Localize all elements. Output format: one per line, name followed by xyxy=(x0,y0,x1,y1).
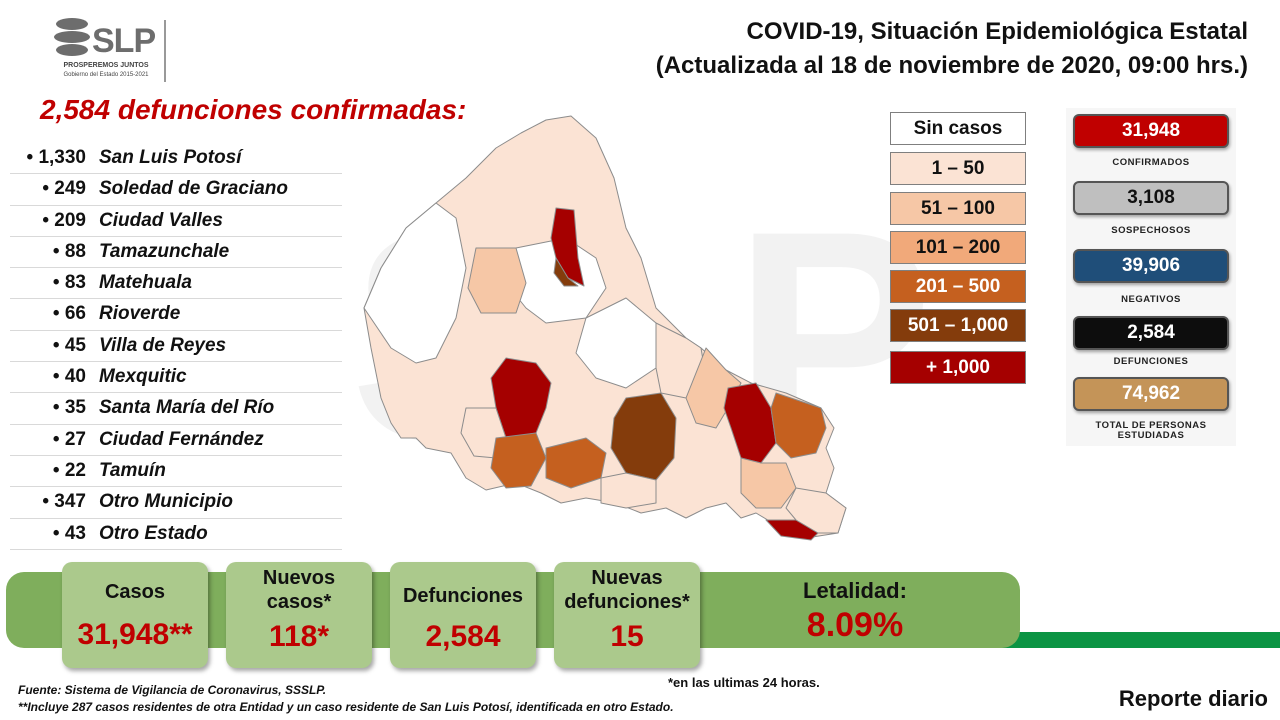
map-region-matehuala-adj xyxy=(553,257,579,287)
deaths-card-value: 2,584 xyxy=(425,620,501,653)
map-region-center xyxy=(575,297,657,389)
municipality-name: Matehuala xyxy=(99,272,192,294)
suspected-value: 3,108 xyxy=(1073,181,1229,215)
new-deaths-card: Nuevas defunciones* 15 xyxy=(554,562,700,668)
logo-divider xyxy=(164,20,166,82)
confirmed-value: 31,948 xyxy=(1073,114,1229,148)
deaths-label: DEFUNCIONES xyxy=(1113,356,1189,367)
studied-value: 74,962 xyxy=(1073,377,1229,411)
deaths-heading: 2,584 defunciones confirmadas: xyxy=(40,94,467,125)
municipality-deaths-list: • 1,330 San Luis Potosí • 249 Soledad de Gr… xyxy=(10,143,342,550)
legend-501-1000: 501 – 1,000 xyxy=(890,309,1026,342)
slp-logo: SLP PROSPEREMOS JUNTOS Gobierno del Esta… xyxy=(52,14,170,84)
negative-label: NEGATIVOS xyxy=(1121,294,1181,305)
cases-label: Casos xyxy=(104,581,166,603)
legend-101-200: 101 – 200 xyxy=(890,231,1026,264)
municipality-name: Otro Estado xyxy=(99,522,208,544)
legend-201-500: 201 – 500 xyxy=(890,270,1026,303)
municipality-name: Ciudad Valles xyxy=(99,209,223,231)
source-note: Fuente: Sistema de Vigilancia de Coronav… xyxy=(18,683,327,697)
municipality-count: • 22 xyxy=(52,459,86,481)
report-date: (Actualizada al 18 de noviembre de 2020,… xyxy=(655,52,1248,79)
municipality-count: • 40 xyxy=(52,366,86,388)
negative-value: 39,906 xyxy=(1073,249,1229,283)
logo-government: Gobierno del Estado 2015-2021 xyxy=(63,72,149,78)
municipality-row: • 209 Ciudad Valles xyxy=(10,206,342,237)
map-region-villa-reyes xyxy=(490,432,547,489)
municipality-row: • 88 Tamazunchale xyxy=(10,237,342,269)
municipality-name: Santa María del Río xyxy=(99,397,275,419)
municipality-row: • 35 Santa María del Río xyxy=(10,393,342,425)
municipality-count: • 249 xyxy=(42,178,86,200)
suspected-label: SOSPECHOSOS xyxy=(1111,225,1191,236)
municipality-name: Ciudad Fernández xyxy=(99,428,264,450)
map-region-south-center xyxy=(600,472,657,509)
logo-slogan: PROSPEREMOS JUNTOS xyxy=(63,62,149,69)
municipality-row: • 27 Ciudad Fernández xyxy=(10,425,342,456)
report-title: COVID-19, Situación Epidemiológica Estat… xyxy=(746,18,1248,45)
municipality-row: • 83 Matehuala xyxy=(10,268,342,300)
municipality-name: Tamuín xyxy=(99,459,166,481)
map-region-tamuin xyxy=(770,392,827,459)
municipality-name: Otro Municipio xyxy=(99,491,234,513)
slp-logo-mark-icon xyxy=(54,18,90,56)
municipality-row: • 1,330 San Luis Potosí xyxy=(10,143,342,175)
cases-value: 31,948** xyxy=(77,618,193,651)
map-region-west xyxy=(363,202,467,364)
new-deaths-label: Nuevas defunciones* xyxy=(564,567,690,613)
lethality-label: Letalidad: xyxy=(803,578,907,603)
new-cases-value: 118* xyxy=(268,620,330,653)
legend-51-100: 51 – 100 xyxy=(890,192,1026,225)
legend-over-1000: + 1,000 xyxy=(890,351,1026,384)
municipality-row: • 22 Tamuín xyxy=(10,456,342,488)
municipality-count: • 45 xyxy=(52,334,86,356)
municipality-count: • 27 xyxy=(52,428,86,450)
municipality-name: Villa de Reyes xyxy=(99,334,227,356)
new-cases-label: Nuevos casos* xyxy=(262,567,336,613)
legend-sin-casos: Sin casos xyxy=(890,112,1026,145)
municipality-name: Tamazunchale xyxy=(99,240,230,262)
municipality-row: • 45 Villa de Reyes xyxy=(10,331,342,363)
municipality-name: Rioverde xyxy=(99,303,181,325)
municipality-count: • 209 xyxy=(42,209,86,231)
map-region-matehuala xyxy=(550,207,585,287)
deaths-value: 2,584 xyxy=(1073,316,1229,350)
municipality-name: Soledad de Graciano xyxy=(99,178,288,200)
municipality-name: San Luis Potosí xyxy=(99,147,242,168)
municipality-count: • 88 xyxy=(52,240,86,262)
municipality-count: • 66 xyxy=(52,303,86,325)
deaths-card-label: Defunciones xyxy=(402,585,524,607)
cases-card: Casos 31,948** xyxy=(62,562,208,668)
municipality-row: • 40 Mexquitic xyxy=(10,362,342,394)
report-label: Reporte diario xyxy=(1118,686,1268,711)
new-cases-card: Nuevos casos* 118* xyxy=(226,562,372,668)
studied-label: TOTAL DE PERSONAS ESTUDIADAS xyxy=(1095,420,1207,441)
new-deaths-value: 15 xyxy=(610,620,644,653)
municipality-count: • 83 xyxy=(52,272,86,294)
municipality-row: • 249 Soledad de Graciano xyxy=(10,174,342,206)
lethality-value: 8.09% xyxy=(806,606,904,644)
map-region-huasteca-south xyxy=(740,457,797,509)
municipality-count: • 35 xyxy=(52,397,86,419)
municipality-name: Mexquitic xyxy=(99,366,187,388)
municipality-count: • 1,330 xyxy=(26,147,86,168)
municipality-count: • 43 xyxy=(52,522,86,544)
municipality-row: • 66 Rioverde xyxy=(10,299,342,331)
map-region-far-east xyxy=(785,487,847,534)
map-region-tamazunchale xyxy=(765,519,819,541)
municipality-count: • 347 xyxy=(42,491,86,513)
map-region-northwest xyxy=(467,247,527,314)
logo-text: SLP xyxy=(92,22,156,60)
deaths-card: Defunciones 2,584 xyxy=(390,562,536,668)
footnote-24h: *en las ultimas 24 horas. xyxy=(668,675,820,690)
municipality-row: • 43 Otro Estado xyxy=(10,519,342,550)
includes-note: **Incluye 287 casos residentes de otra E… xyxy=(18,700,674,714)
state-map xyxy=(363,115,847,541)
confirmed-label: CONFIRMADOS xyxy=(1112,157,1190,168)
municipality-row: • 347 Otro Municipio xyxy=(10,487,342,519)
legend-1-50: 1 – 50 xyxy=(890,152,1026,185)
